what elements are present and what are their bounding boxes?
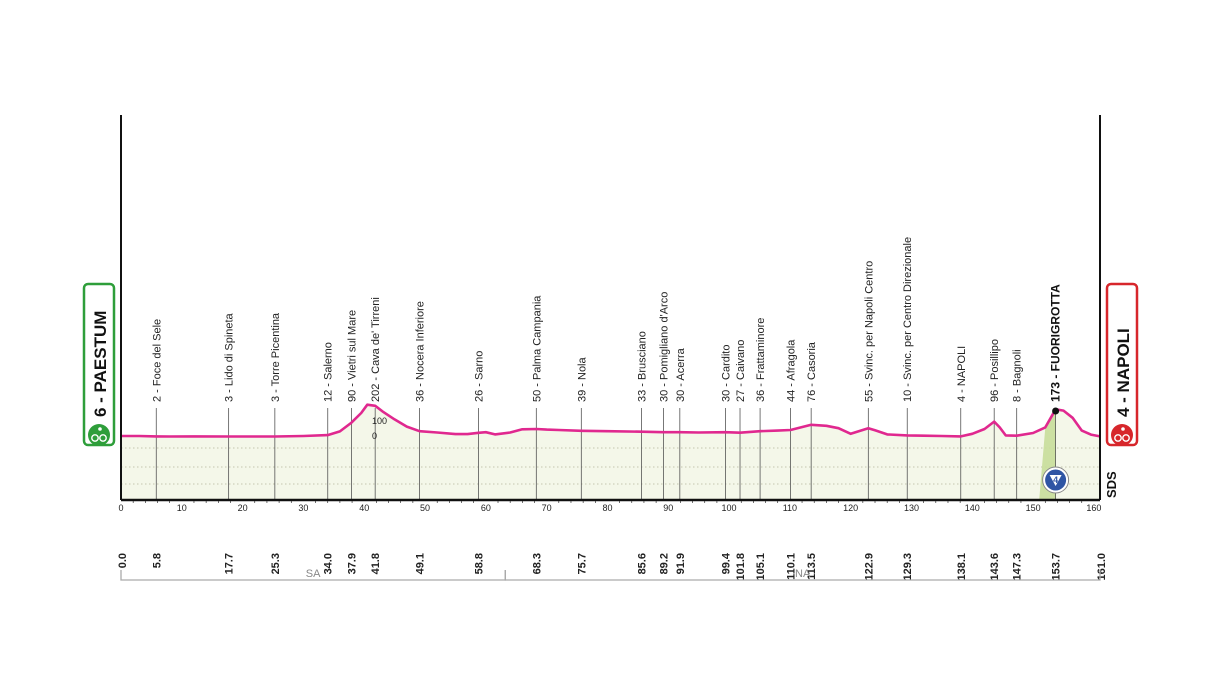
waypoint-km-15: 105.1 [755,553,767,581]
region-label-1: NA [795,568,811,580]
elevation-tick-1: 100 [372,416,387,426]
waypoint-km-21: 143.6 [989,553,1001,581]
profile-area [121,404,1100,500]
waypoint-km-5: 41.8 [370,553,382,574]
x-tick-11: 110 [783,503,797,513]
waypoint-name-21: 96 - Posillipo [989,339,1001,402]
summit-dot [1052,407,1060,415]
start-tag-icon-disc [88,424,110,446]
waypoint-name-3: 12 - Salerno [323,342,335,402]
waypoint-name-1: 3 - Lido di Spineta [224,312,236,402]
waypoint-name-10: 33 - Brusciano [637,331,649,402]
x-tick-2: 20 [238,503,248,513]
waypoint-name-7: 26 - Sarno [474,351,486,402]
waypoint-name-11: 30 - Pomigliano d'Arco [658,292,670,402]
waypoint-name-22: 8 - Bagnoli [1012,349,1024,402]
elevation-tick-0: 0 [372,431,377,441]
waypoint-km-6: 49.1 [415,553,427,574]
x-tick-0: 0 [118,503,123,513]
x-tick-16: 160 [1086,503,1101,513]
start-tag-icon-rider [98,427,102,431]
waypoint-km-2: 25.3 [270,553,282,574]
finish-tag: 4 - NAPOLI [1105,282,1139,447]
waypoint-name-12: 30 - Acerra [675,347,687,402]
waypoint-km-20: 138.1 [956,553,968,581]
waypoint-name-15: 36 - Frattaminore [755,318,767,402]
waypoint-name-4: 90 - Vietri sul Mare [346,310,358,402]
lap-badge-icon [1049,475,1062,486]
waypoint-km-18: 122.9 [863,553,875,581]
x-tick-13: 130 [904,503,919,513]
waypoint-km-19: 129.3 [902,553,914,581]
waypoint-name-19: 10 - Svinc. per Centro Direzionale [902,237,914,402]
x-tick-7: 70 [542,503,552,513]
x-tick-4: 40 [359,503,369,513]
waypoint-name-18: 55 - Svinc. per Napoli Centro [863,261,875,402]
start-tag-icon-wheel-a [91,434,99,442]
waypoint-name-6: 36 - Nocera Inferiore [415,301,427,402]
waypoint-name-20: 4 - NAPOLI [956,346,968,402]
waypoint-km-3: 34.0 [323,553,335,574]
waypoint-km-7: 58.8 [474,553,486,574]
finish-tag-icon-wheel-b [1122,434,1130,442]
finish-tag-icon-disc [1111,424,1133,446]
waypoint-km-22: 147.3 [1012,553,1024,581]
finish-tag-icon-wheel-a [1114,434,1122,442]
waypoint-km-1: 17.7 [224,553,236,574]
x-tick-5: 50 [420,503,430,513]
waypoint-name-14: 27 - Caivano [735,340,747,402]
waypoint-name-9: 39 - Nola [576,356,588,402]
waypoint-name-8: 50 - Palma Campania [531,295,543,402]
finish-km-label: 161.0 [1096,553,1108,581]
waypoint-name-23: 173 - FUORIGROTTA [1049,284,1063,402]
waypoint-km-8: 68.3 [531,553,543,574]
profile-line [121,403,1101,438]
x-tick-3: 30 [298,503,308,513]
waypoint-name-17: 76 - Casoria [806,341,818,402]
waypoint-km-4: 37.9 [346,553,358,574]
waypoint-name-5: 202 - Cava de' Tirreni [370,297,382,402]
waypoint-km-9: 75.7 [576,553,588,574]
x-tick-6: 60 [481,503,491,513]
x-tick-9: 90 [663,503,673,513]
start-km-label: 0.0 [117,553,129,568]
x-tick-15: 150 [1026,503,1041,513]
x-tick-10: 100 [722,503,737,513]
waypoint-name-2: 3 - Torre Picentina [270,312,282,402]
lap-count: 4 [1053,475,1058,485]
waypoint-km-11: 89.2 [658,553,670,574]
waypoint-km-16: 110.1 [785,553,797,580]
waypoint-name-16: 44 - Afragola [785,339,797,402]
finish-tag-label: 4 - NAPOLI [1114,328,1133,417]
start-tag: 6 - PAESTUM [82,282,116,447]
x-tick-14: 140 [965,503,980,513]
region-bracket-1 [504,570,1101,581]
sds-mark: SDS [1104,471,1119,498]
waypoint-name-13: 30 - Cardito [720,345,732,402]
x-tick-1: 10 [177,503,187,513]
x-tick-8: 80 [602,503,612,513]
waypoint-name-0: 2 - Foce del Sele [151,319,163,402]
x-tick-12: 120 [843,503,858,513]
waypoint-km-14: 101.8 [735,553,747,581]
waypoint-km-23: 153.7 [1051,553,1063,581]
waypoint-km-13: 99.4 [720,552,732,574]
finish-tag-icon-rider [1121,427,1125,431]
waypoint-km-12: 91.9 [675,553,687,574]
waypoint-km-10: 85.6 [637,553,649,574]
waypoint-km-0: 5.8 [151,553,163,568]
start-tag-icon-wheel-b [99,434,107,442]
region-label-0: SA [306,568,321,580]
waypoint-km-17: 113.5 [806,553,818,580]
start-tag-label: 6 - PAESTUM [91,311,110,417]
